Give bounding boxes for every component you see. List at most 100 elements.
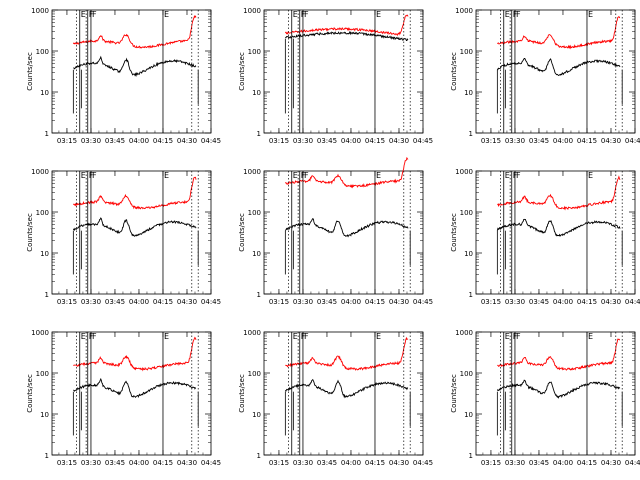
- y-axis-label: Counts/sec: [450, 213, 458, 252]
- x-tick-label: 03:30: [505, 298, 525, 306]
- x-tick-label: 04:00: [553, 298, 573, 306]
- x-tick-label: 04:30: [601, 459, 621, 467]
- y-tick-label: 1: [45, 130, 49, 138]
- x-tick-label: 04:00: [129, 298, 149, 306]
- panel-det-6f: 1 10 100 1000 03:15 03:30 03:45 04:00 04:15 04:30…: [450, 168, 640, 306]
- lld-series-line: [496, 15, 621, 50]
- x-tick-label: 03:30: [81, 137, 101, 145]
- panel-det-8f: 1 10 100 1000 03:15 03:30 03:45 04:00 04:15 04:30…: [238, 329, 433, 467]
- y-tick-label: 1: [469, 452, 473, 460]
- y-axis-label: Counts/sec: [238, 52, 246, 91]
- y-tick-label: 1: [469, 291, 473, 299]
- y-tick-label: 100: [460, 209, 473, 217]
- y-tick-label: 1: [257, 291, 261, 299]
- y-tick-label: 10: [252, 250, 261, 258]
- x-tick-label: 04:45: [413, 137, 433, 145]
- x-tick-label: 04:00: [129, 459, 149, 467]
- x-tick-label: 04:15: [577, 459, 597, 467]
- panel-det-1f: 1 10 100 1000 03:15 03:30 03:45 04:00 04:15 04:30…: [26, 7, 221, 145]
- interval-marker-label: E: [81, 332, 86, 341]
- x-tick-label: 04:45: [201, 459, 221, 467]
- x-tick-label: 03:30: [293, 137, 313, 145]
- interval-marker-label: E: [505, 10, 510, 19]
- x-tick-label: 04:00: [341, 459, 361, 467]
- interval-marker-label: F: [92, 171, 97, 180]
- events-series-line: [72, 217, 197, 237]
- x-tick-label: 04:15: [365, 137, 385, 145]
- interval-marker-label: F: [92, 10, 97, 19]
- x-tick-label: 04:15: [577, 137, 597, 145]
- lld-series-line: [285, 156, 409, 189]
- y-tick-label: 10: [252, 89, 261, 97]
- x-tick-label: 04:00: [553, 137, 573, 145]
- y-tick-label: 1000: [243, 7, 261, 15]
- x-tick-label: 03:45: [317, 298, 337, 306]
- y-tick-label: 1: [469, 130, 473, 138]
- y-axis-label: Counts/sec: [238, 213, 246, 252]
- x-tick-label: 03:15: [269, 459, 289, 467]
- interval-marker-label: F: [516, 10, 521, 19]
- panel-det-5f: 1 10 100 1000 03:15 03:30 03:45 04:00 04:15 04:30…: [238, 156, 433, 306]
- y-tick-label: 10: [40, 89, 49, 97]
- events-series-line: [73, 377, 197, 399]
- x-tick-label: 03:30: [293, 298, 313, 306]
- interval-marker-label: E: [505, 171, 510, 180]
- x-tick-label: 04:00: [129, 137, 149, 145]
- panel-det-3f: 1 10 100 1000 03:15 03:30 03:45 04:00 04:15 04:30…: [450, 7, 640, 145]
- y-tick-label: 100: [248, 370, 261, 378]
- x-tick-label: 04:00: [553, 459, 573, 467]
- lld-series-line: [285, 336, 409, 371]
- x-tick-label: 03:15: [481, 459, 501, 467]
- interval-marker-label: F: [92, 332, 97, 341]
- interval-marker-label: E: [588, 10, 593, 19]
- y-tick-label: 1: [257, 452, 261, 460]
- interval-marker-label: E: [164, 332, 169, 341]
- interval-marker-label: E: [376, 10, 381, 19]
- x-tick-label: 04:15: [153, 137, 173, 145]
- x-tick-label: 03:15: [481, 298, 501, 306]
- x-tick-label: 03:30: [505, 459, 525, 467]
- x-tick-label: 03:15: [57, 137, 77, 145]
- events-series-line: [496, 379, 621, 399]
- x-tick-label: 04:30: [389, 459, 409, 467]
- lld-series-line: [284, 14, 409, 37]
- lld-series-line: [497, 338, 621, 371]
- x-tick-label: 03:45: [105, 137, 125, 145]
- x-tick-label: 03:45: [317, 137, 337, 145]
- x-tick-label: 04:00: [341, 298, 361, 306]
- events-series-line: [285, 30, 409, 42]
- x-tick-label: 03:30: [293, 459, 313, 467]
- y-tick-label: 10: [40, 411, 49, 419]
- y-tick-label: 100: [460, 48, 473, 56]
- x-tick-label: 03:45: [105, 459, 125, 467]
- events-series-line: [496, 218, 621, 237]
- panel-det-7f: 1 10 100 1000 03:15 03:30 03:45 04:00 04:15 04:30…: [26, 329, 221, 467]
- y-tick-label: 100: [460, 370, 473, 378]
- panel-det-4f: 1 10 100 1000 03:15 03:30 03:45 04:00 04:15 04:30…: [26, 168, 221, 306]
- x-tick-label: 03:30: [81, 459, 101, 467]
- x-tick-label: 04:30: [389, 137, 409, 145]
- lld-series-line: [73, 336, 197, 372]
- axes-frame: [51, 331, 212, 456]
- y-tick-label: 1000: [243, 329, 261, 337]
- x-tick-label: 03:30: [505, 137, 525, 145]
- interval-marker-label: E: [293, 171, 298, 180]
- x-tick-label: 03:15: [57, 298, 77, 306]
- x-tick-label: 04:15: [365, 459, 385, 467]
- interval-marker-label: E: [164, 10, 169, 19]
- y-tick-label: 1000: [455, 329, 473, 337]
- interval-marker-label: E: [293, 10, 298, 19]
- y-tick-label: 1000: [455, 168, 473, 176]
- y-tick-label: 10: [252, 411, 261, 419]
- x-tick-label: 03:15: [269, 137, 289, 145]
- x-tick-label: 04:15: [365, 298, 385, 306]
- x-tick-label: 04:45: [201, 298, 221, 306]
- y-tick-label: 100: [36, 370, 49, 378]
- y-axis-label: Counts/sec: [26, 52, 34, 91]
- events-series-line: [73, 55, 197, 77]
- x-tick-label: 03:45: [317, 459, 337, 467]
- interval-marker-label: E: [81, 10, 86, 19]
- interval-marker-label: E: [588, 171, 593, 180]
- interval-marker-label: E: [81, 171, 86, 180]
